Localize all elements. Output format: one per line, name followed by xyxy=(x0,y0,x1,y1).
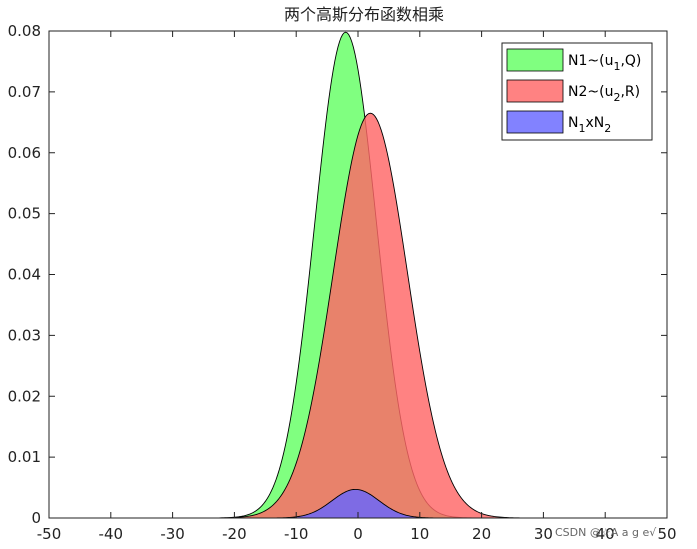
y-tick-label: 0.02 xyxy=(8,387,41,405)
watermark: CSDN @☆A a g e√ xyxy=(555,526,657,539)
x-tick-label: 30 xyxy=(534,525,553,543)
x-tick-label: -50 xyxy=(37,525,62,543)
y-tick-label: 0.03 xyxy=(8,326,41,344)
y-tick-label: 0.07 xyxy=(8,83,41,101)
legend-swatch-2 xyxy=(506,79,564,103)
x-tick-label: 40 xyxy=(596,525,615,543)
y-tick-label: 0.04 xyxy=(8,266,41,284)
legend-label-2: N2~(u2,R) xyxy=(568,84,640,104)
x-tick-label: 20 xyxy=(472,525,491,543)
x-tick-label: -40 xyxy=(99,525,124,543)
x-tick-label: -30 xyxy=(160,525,185,543)
x-tick-label: -20 xyxy=(222,525,247,543)
legend-label-1: N1~(u1,Q) xyxy=(568,53,641,73)
x-tick-label: 10 xyxy=(410,525,429,543)
chart-title: 两个高斯分布函数相乘 xyxy=(284,5,444,24)
y-ticks: 0 0.01 0.02 0.03 0.04 0.05 0.06 0.07 0.08 xyxy=(8,22,667,527)
y-tick-label: 0 xyxy=(31,509,41,527)
y-tick-label: 0.05 xyxy=(8,205,41,223)
x-ticks: -50 -40 -30 -20 -10 0 10 20 30 40 50 xyxy=(37,31,677,543)
y-tick-label: 0.01 xyxy=(8,448,41,466)
x-tick-label: 0 xyxy=(353,525,363,543)
legend-swatch-3 xyxy=(506,110,564,134)
y-tick-label: 0.06 xyxy=(8,144,41,162)
legend-label-3: N1xN2 xyxy=(568,115,611,135)
y-tick-label: 0.08 xyxy=(8,22,41,40)
legend-swatch-1 xyxy=(506,48,564,72)
x-tick-label: -10 xyxy=(284,525,309,543)
legend: N1~(u1,Q) N2~(u2,R) N1xN2 xyxy=(501,42,653,141)
x-tick-label: 50 xyxy=(657,525,676,543)
